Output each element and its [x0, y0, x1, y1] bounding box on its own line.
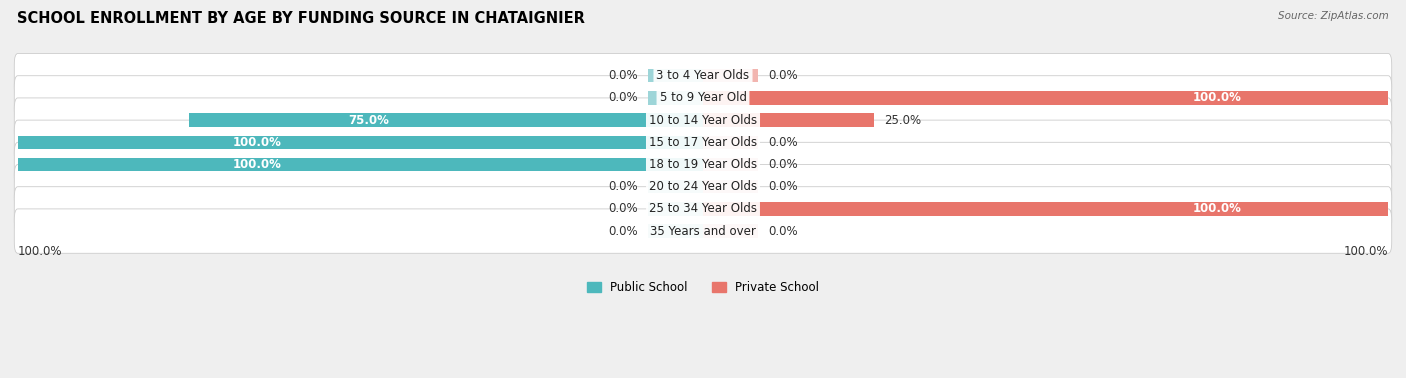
Bar	[648, 69, 703, 82]
Text: 100.0%: 100.0%	[233, 136, 283, 149]
Text: 0.0%: 0.0%	[768, 136, 797, 149]
Text: 0.0%: 0.0%	[609, 225, 638, 238]
FancyBboxPatch shape	[14, 164, 1392, 209]
Text: 0.0%: 0.0%	[609, 202, 638, 215]
Bar	[648, 91, 703, 105]
Bar	[703, 225, 758, 238]
Text: 10 to 14 Year Olds: 10 to 14 Year Olds	[650, 114, 756, 127]
Bar	[648, 180, 703, 194]
Bar	[703, 69, 758, 82]
Legend: Public School, Private School: Public School, Private School	[582, 276, 824, 299]
Text: 5 to 9 Year Old: 5 to 9 Year Old	[659, 91, 747, 104]
FancyBboxPatch shape	[14, 98, 1392, 142]
Text: 3 to 4 Year Olds: 3 to 4 Year Olds	[657, 69, 749, 82]
Text: 100.0%: 100.0%	[1192, 202, 1241, 215]
Text: 75.0%: 75.0%	[349, 114, 389, 127]
Bar	[648, 202, 703, 215]
FancyBboxPatch shape	[14, 54, 1392, 98]
Text: 25.0%: 25.0%	[884, 114, 922, 127]
Text: 15 to 17 Year Olds: 15 to 17 Year Olds	[650, 136, 756, 149]
Text: 100.0%: 100.0%	[1192, 91, 1241, 104]
Bar	[18, 136, 703, 149]
Bar	[188, 113, 703, 127]
Text: 25 to 34 Year Olds: 25 to 34 Year Olds	[650, 202, 756, 215]
Text: 0.0%: 0.0%	[768, 225, 797, 238]
Text: 0.0%: 0.0%	[609, 180, 638, 193]
Text: 0.0%: 0.0%	[609, 69, 638, 82]
Text: 100.0%: 100.0%	[233, 158, 283, 171]
Text: 0.0%: 0.0%	[768, 69, 797, 82]
FancyBboxPatch shape	[14, 76, 1392, 120]
Bar	[703, 158, 758, 171]
Text: 0.0%: 0.0%	[768, 180, 797, 193]
Bar	[648, 225, 703, 238]
Text: 18 to 19 Year Olds: 18 to 19 Year Olds	[650, 158, 756, 171]
Text: 0.0%: 0.0%	[609, 91, 638, 104]
FancyBboxPatch shape	[14, 209, 1392, 253]
Text: 0.0%: 0.0%	[768, 158, 797, 171]
Text: 35 Years and over: 35 Years and over	[650, 225, 756, 238]
Bar	[703, 180, 758, 194]
Text: 100.0%: 100.0%	[18, 245, 62, 258]
Text: 100.0%: 100.0%	[1344, 245, 1388, 258]
Bar	[703, 202, 1388, 215]
Text: SCHOOL ENROLLMENT BY AGE BY FUNDING SOURCE IN CHATAIGNIER: SCHOOL ENROLLMENT BY AGE BY FUNDING SOUR…	[17, 11, 585, 26]
Bar	[703, 91, 1388, 105]
Text: 20 to 24 Year Olds: 20 to 24 Year Olds	[650, 180, 756, 193]
Bar	[18, 158, 703, 171]
Bar	[703, 113, 875, 127]
FancyBboxPatch shape	[14, 120, 1392, 164]
Text: Source: ZipAtlas.com: Source: ZipAtlas.com	[1278, 11, 1389, 21]
FancyBboxPatch shape	[14, 142, 1392, 187]
FancyBboxPatch shape	[14, 187, 1392, 231]
Bar	[703, 136, 758, 149]
